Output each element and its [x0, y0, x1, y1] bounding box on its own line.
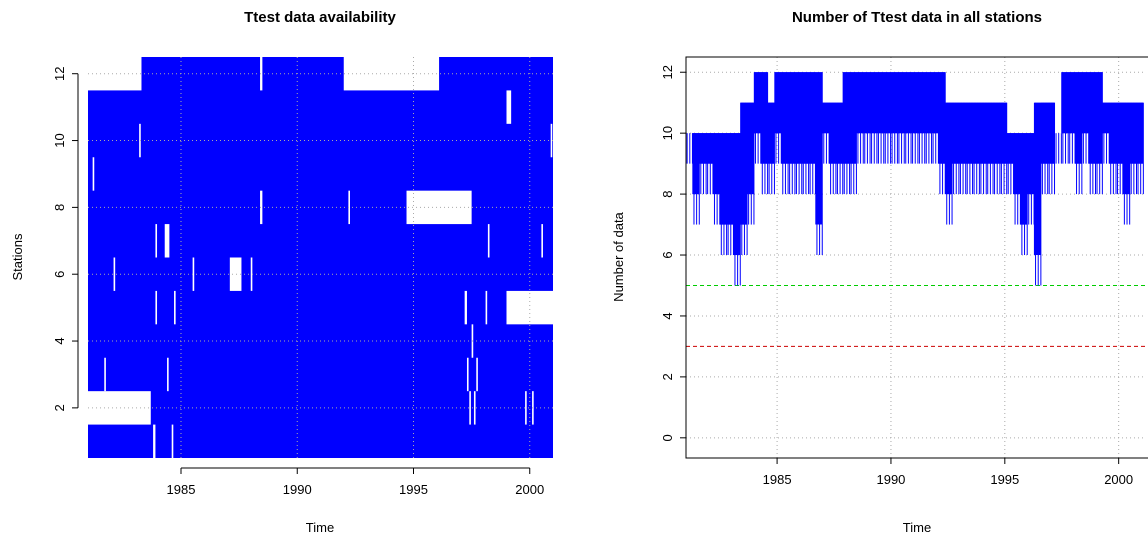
missing-data-cell [167, 357, 169, 392]
missing-data-cell [506, 290, 553, 325]
missing-data-cell [192, 257, 195, 291]
missing-data-cell [174, 290, 176, 325]
x-tick-label: 1985 [167, 482, 196, 497]
missing-data-cell [464, 290, 467, 325]
axes: 1985 1990 1995 2000 2 4 6 8 10 12 [52, 66, 544, 497]
missing-data-cell [88, 391, 151, 425]
grid-lines [88, 57, 553, 458]
missing-data-cell [343, 57, 440, 91]
y-tick-label: 4 [52, 337, 67, 344]
missing-data-cell [485, 290, 488, 325]
y-tick-label: 6 [52, 271, 67, 278]
missing-data-cell [348, 190, 350, 225]
missing-data-cell [550, 123, 553, 158]
x-tick-label: 1990 [876, 472, 905, 487]
missing-data-cell [487, 224, 490, 258]
data-present-area [88, 57, 553, 458]
count-chart: Number of Ttest data in all stations Tim… [611, 9, 1148, 535]
missing-data-cell [541, 224, 543, 258]
missing-data-cell [155, 290, 158, 325]
missing-data-cell [171, 424, 174, 458]
y-tick-label: 6 [660, 251, 675, 258]
missing-data-cell [473, 391, 476, 425]
y-tick-label: 8 [52, 204, 67, 211]
x-tick-label: 1995 [399, 482, 428, 497]
x-tick-label: 1995 [990, 472, 1019, 487]
y-tick-label: 0 [660, 434, 675, 441]
y-tick-label: 12 [52, 66, 67, 80]
missing-data-cell [104, 357, 106, 392]
missing-data-cell [525, 391, 527, 425]
axes: 1985 1990 1995 2000 0 2 4 6 8 10 12 [660, 56, 1148, 487]
x-axis-label: Time [306, 520, 334, 535]
missing-data-cell [260, 57, 263, 91]
availability-cells [88, 57, 553, 458]
missing-data-cell [92, 157, 95, 191]
y-axis-label: Number of data [611, 211, 626, 301]
missing-data-cell [153, 424, 156, 458]
missing-data-cell [164, 224, 170, 258]
missing-data-cell [229, 257, 242, 291]
missing-data-cell [469, 391, 471, 425]
y-tick-label: 8 [660, 190, 675, 197]
chart-title: Number of Ttest data in all stations [792, 9, 1042, 26]
missing-data-cell [506, 90, 512, 124]
x-tick-label: 2000 [1104, 472, 1133, 487]
availability-chart: Ttest data availability Time Stations 19… [10, 9, 553, 535]
plot-frame [685, 56, 1148, 459]
x-tick-label: 1990 [283, 482, 312, 497]
missing-data-cell [250, 257, 253, 291]
chart-title: Ttest data availability [244, 9, 396, 26]
y-tick-label: 2 [52, 404, 67, 411]
missing-data-cell [155, 224, 158, 258]
y-tick-label: 2 [660, 373, 675, 380]
missing-data-cell [476, 357, 478, 392]
x-tick-label: 1985 [763, 472, 792, 487]
y-tick-label: 4 [660, 312, 675, 319]
count-series [686, 72, 1144, 286]
y-axis-label: Stations [10, 233, 25, 280]
y-tick-label: 12 [660, 65, 675, 79]
y-tick-label: 10 [660, 126, 675, 140]
missing-data-cell [260, 190, 263, 225]
x-tick-label: 2000 [515, 482, 544, 497]
y-tick-label: 10 [52, 133, 67, 147]
missing-data-cell [139, 123, 141, 158]
x-axis-label: Time [903, 520, 931, 535]
missing-data-cell [466, 357, 469, 392]
missing-data-cell [113, 257, 116, 291]
